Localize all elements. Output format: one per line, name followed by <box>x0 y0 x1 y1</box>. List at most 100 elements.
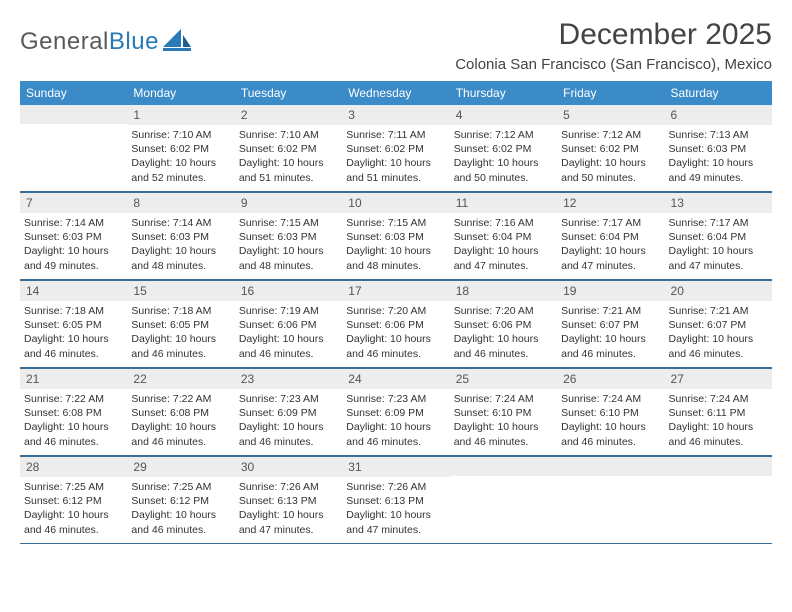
day-number: 20 <box>665 281 772 301</box>
daylight-text: Daylight: 10 hours and 46 minutes. <box>669 332 768 360</box>
day-number: 12 <box>557 193 664 213</box>
daylight-text: Daylight: 10 hours and 46 minutes. <box>131 508 230 536</box>
sunset-text: Sunset: 6:02 PM <box>454 142 553 156</box>
day-cell: 16Sunrise: 7:19 AMSunset: 6:06 PMDayligh… <box>235 281 342 367</box>
sunrise-text: Sunrise: 7:17 AM <box>561 216 660 230</box>
day-details: Sunrise: 7:24 AMSunset: 6:10 PMDaylight:… <box>450 389 557 455</box>
day-number: 15 <box>127 281 234 301</box>
daylight-text: Daylight: 10 hours and 46 minutes. <box>24 508 123 536</box>
day-cell: 10Sunrise: 7:15 AMSunset: 6:03 PMDayligh… <box>342 193 449 279</box>
sunset-text: Sunset: 6:04 PM <box>669 230 768 244</box>
day-details: Sunrise: 7:17 AMSunset: 6:04 PMDaylight:… <box>665 213 772 279</box>
daylight-text: Daylight: 10 hours and 46 minutes. <box>669 420 768 448</box>
daylight-text: Daylight: 10 hours and 51 minutes. <box>346 156 445 184</box>
sunset-text: Sunset: 6:04 PM <box>561 230 660 244</box>
daylight-text: Daylight: 10 hours and 47 minutes. <box>561 244 660 272</box>
daylight-text: Daylight: 10 hours and 46 minutes. <box>561 332 660 360</box>
day-details: Sunrise: 7:17 AMSunset: 6:04 PMDaylight:… <box>557 213 664 279</box>
dow-wednesday: Wednesday <box>342 81 449 105</box>
daylight-text: Daylight: 10 hours and 48 minutes. <box>239 244 338 272</box>
sunset-text: Sunset: 6:02 PM <box>239 142 338 156</box>
sunrise-text: Sunrise: 7:26 AM <box>239 480 338 494</box>
day-number: 7 <box>20 193 127 213</box>
week-row: 7Sunrise: 7:14 AMSunset: 6:03 PMDaylight… <box>20 192 772 280</box>
day-number: 13 <box>665 193 772 213</box>
daylight-text: Daylight: 10 hours and 49 minutes. <box>24 244 123 272</box>
brand-text-1: General <box>20 28 109 55</box>
sunrise-text: Sunrise: 7:18 AM <box>131 304 230 318</box>
sunrise-text: Sunrise: 7:18 AM <box>24 304 123 318</box>
daylight-text: Daylight: 10 hours and 46 minutes. <box>239 332 338 360</box>
daylight-text: Daylight: 10 hours and 48 minutes. <box>346 244 445 272</box>
day-details: Sunrise: 7:24 AMSunset: 6:11 PMDaylight:… <box>665 389 772 455</box>
sunset-text: Sunset: 6:08 PM <box>131 406 230 420</box>
day-details: Sunrise: 7:26 AMSunset: 6:13 PMDaylight:… <box>235 477 342 543</box>
day-number: 9 <box>235 193 342 213</box>
daylight-text: Daylight: 10 hours and 46 minutes. <box>346 332 445 360</box>
day-details: Sunrise: 7:20 AMSunset: 6:06 PMDaylight:… <box>450 301 557 367</box>
header: GeneralBlue December 2025 Colonia San Fr… <box>20 18 772 73</box>
day-details: Sunrise: 7:21 AMSunset: 6:07 PMDaylight:… <box>557 301 664 367</box>
day-details: Sunrise: 7:24 AMSunset: 6:10 PMDaylight:… <box>557 389 664 455</box>
day-details: Sunrise: 7:21 AMSunset: 6:07 PMDaylight:… <box>665 301 772 367</box>
day-cell: 6Sunrise: 7:13 AMSunset: 6:03 PMDaylight… <box>665 105 772 191</box>
daylight-text: Daylight: 10 hours and 46 minutes. <box>454 332 553 360</box>
sunset-text: Sunset: 6:02 PM <box>561 142 660 156</box>
sunrise-text: Sunrise: 7:20 AM <box>454 304 553 318</box>
day-cell: 14Sunrise: 7:18 AMSunset: 6:05 PMDayligh… <box>20 281 127 367</box>
day-number: 23 <box>235 369 342 389</box>
day-cell: 19Sunrise: 7:21 AMSunset: 6:07 PMDayligh… <box>557 281 664 367</box>
sunrise-text: Sunrise: 7:17 AM <box>669 216 768 230</box>
sunset-text: Sunset: 6:10 PM <box>561 406 660 420</box>
sunset-text: Sunset: 6:03 PM <box>24 230 123 244</box>
week-row: 1Sunrise: 7:10 AMSunset: 6:02 PMDaylight… <box>20 105 772 192</box>
calendar-page: GeneralBlue December 2025 Colonia San Fr… <box>0 0 792 612</box>
daylight-text: Daylight: 10 hours and 49 minutes. <box>669 156 768 184</box>
daylight-text: Daylight: 10 hours and 46 minutes. <box>24 420 123 448</box>
day-of-week-header: Sunday Monday Tuesday Wednesday Thursday… <box>20 81 772 105</box>
dow-tuesday: Tuesday <box>235 81 342 105</box>
day-details: Sunrise: 7:20 AMSunset: 6:06 PMDaylight:… <box>342 301 449 367</box>
sunset-text: Sunset: 6:06 PM <box>239 318 338 332</box>
day-number: 21 <box>20 369 127 389</box>
day-cell: 11Sunrise: 7:16 AMSunset: 6:04 PMDayligh… <box>450 193 557 279</box>
day-details: Sunrise: 7:23 AMSunset: 6:09 PMDaylight:… <box>235 389 342 455</box>
sunrise-text: Sunrise: 7:23 AM <box>346 392 445 406</box>
sunrise-text: Sunrise: 7:13 AM <box>669 128 768 142</box>
daylight-text: Daylight: 10 hours and 47 minutes. <box>454 244 553 272</box>
day-cell: 29Sunrise: 7:25 AMSunset: 6:12 PMDayligh… <box>127 457 234 543</box>
day-details: Sunrise: 7:12 AMSunset: 6:02 PMDaylight:… <box>557 125 664 191</box>
day-number: 3 <box>342 105 449 125</box>
sunrise-text: Sunrise: 7:15 AM <box>346 216 445 230</box>
day-details: Sunrise: 7:22 AMSunset: 6:08 PMDaylight:… <box>127 389 234 455</box>
sunset-text: Sunset: 6:07 PM <box>561 318 660 332</box>
day-cell: 15Sunrise: 7:18 AMSunset: 6:05 PMDayligh… <box>127 281 234 367</box>
dow-friday: Friday <box>557 81 664 105</box>
daylight-text: Daylight: 10 hours and 46 minutes. <box>24 332 123 360</box>
sail-icon <box>163 29 191 56</box>
day-cell: 18Sunrise: 7:20 AMSunset: 6:06 PMDayligh… <box>450 281 557 367</box>
week-row: 21Sunrise: 7:22 AMSunset: 6:08 PMDayligh… <box>20 368 772 456</box>
day-details: Sunrise: 7:10 AMSunset: 6:02 PMDaylight:… <box>235 125 342 191</box>
day-details: Sunrise: 7:14 AMSunset: 6:03 PMDaylight:… <box>20 213 127 279</box>
sunset-text: Sunset: 6:12 PM <box>24 494 123 508</box>
week-row: 28Sunrise: 7:25 AMSunset: 6:12 PMDayligh… <box>20 456 772 544</box>
day-number: 8 <box>127 193 234 213</box>
day-details: Sunrise: 7:15 AMSunset: 6:03 PMDaylight:… <box>235 213 342 279</box>
sunset-text: Sunset: 6:03 PM <box>669 142 768 156</box>
day-cell: 31Sunrise: 7:26 AMSunset: 6:13 PMDayligh… <box>342 457 449 543</box>
daylight-text: Daylight: 10 hours and 47 minutes. <box>346 508 445 536</box>
sunrise-text: Sunrise: 7:22 AM <box>131 392 230 406</box>
brand-text-2: Blue <box>109 28 159 55</box>
day-number: 28 <box>20 457 127 477</box>
sunrise-text: Sunrise: 7:10 AM <box>131 128 230 142</box>
brand-text: GeneralBlue <box>20 28 159 56</box>
day-details: Sunrise: 7:18 AMSunset: 6:05 PMDaylight:… <box>20 301 127 367</box>
sunrise-text: Sunrise: 7:23 AM <box>239 392 338 406</box>
sunset-text: Sunset: 6:06 PM <box>346 318 445 332</box>
sunset-text: Sunset: 6:09 PM <box>346 406 445 420</box>
sunrise-text: Sunrise: 7:14 AM <box>131 216 230 230</box>
day-cell: 26Sunrise: 7:24 AMSunset: 6:10 PMDayligh… <box>557 369 664 455</box>
sunrise-text: Sunrise: 7:12 AM <box>561 128 660 142</box>
day-number <box>665 457 772 476</box>
